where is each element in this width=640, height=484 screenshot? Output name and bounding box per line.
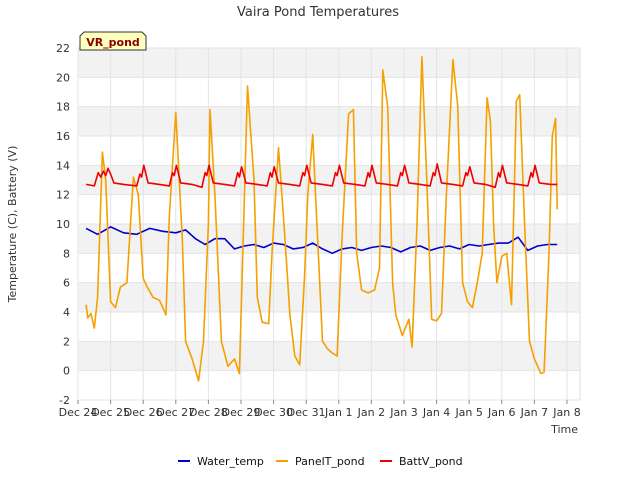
legend-label: BattV_pond [399,455,463,468]
x-tick-label: Jan 8 [552,406,580,419]
site-badge-label: VR_pond [86,36,140,49]
y-tick-label: 0 [63,365,70,378]
band [78,77,580,107]
site-badge-box [79,31,147,51]
x-tick-label: Jan 3 [389,406,417,419]
site-badge: VR_pond [79,31,147,51]
series-line-battv_pond [85,163,558,189]
band [78,224,580,254]
chart-title: Vaira Pond Temperatures [237,5,399,20]
x-tick-label: Dec 30 [254,406,293,419]
band [78,165,580,195]
x-tick-label: Jan 2 [357,406,385,419]
y-tick-label: 22 [56,42,70,55]
y-tick-label: 4 [63,306,70,319]
y-tick-label: 2 [63,335,70,348]
series-lines [85,55,558,382]
x-tick-label: Dec 28 [189,406,228,419]
x-tick-label: Jan 5 [454,406,482,419]
x-tick-label: Jan 4 [422,406,450,419]
band [78,194,580,224]
y-tick-label: 18 [56,101,70,114]
x-tick-label: Dec 29 [222,406,261,419]
x-tick-label: Jan 7 [520,406,548,419]
y-tick-label: 14 [56,159,70,172]
x-tick-label: Dec 26 [124,406,163,419]
band [78,106,580,136]
y-tick-label: 6 [63,277,70,290]
gridlines [77,47,580,401]
x-axis-label: Time [550,423,578,436]
y-tick-label: 8 [63,247,70,260]
band [78,48,580,78]
legend-label: PanelT_pond [295,455,365,468]
x-tick-label: Dec 24 [59,406,98,419]
x-tick-label: Dec 25 [91,406,130,419]
band [78,341,580,371]
plot-background-bands [78,48,580,400]
y-tick-label: 12 [56,189,70,202]
y-tick-label: 16 [56,130,70,143]
y-tick-label: 10 [56,218,70,231]
band [78,136,580,166]
x-tick-label: Jan 1 [324,406,352,419]
x-tick-label: Dec 31 [287,406,326,419]
band [78,253,580,283]
legend-label: Water_temp [197,455,264,468]
x-tick-label: Jan 6 [487,406,515,419]
band [78,312,580,342]
legend: Water_temp PanelT_pond BattV_pond [178,455,463,468]
series-line-panelt_pond [85,55,558,382]
y-axis-ticks: -2 0 2 4 6 8 10 12 14 16 18 20 22 [56,42,70,407]
x-tick-label: Dec 27 [156,406,195,419]
band [78,370,580,400]
y-tick-label: -2 [59,394,70,407]
y-axis-label: Temperature (C), Battery (V) [6,146,19,304]
y-tick-label: 20 [56,71,70,84]
